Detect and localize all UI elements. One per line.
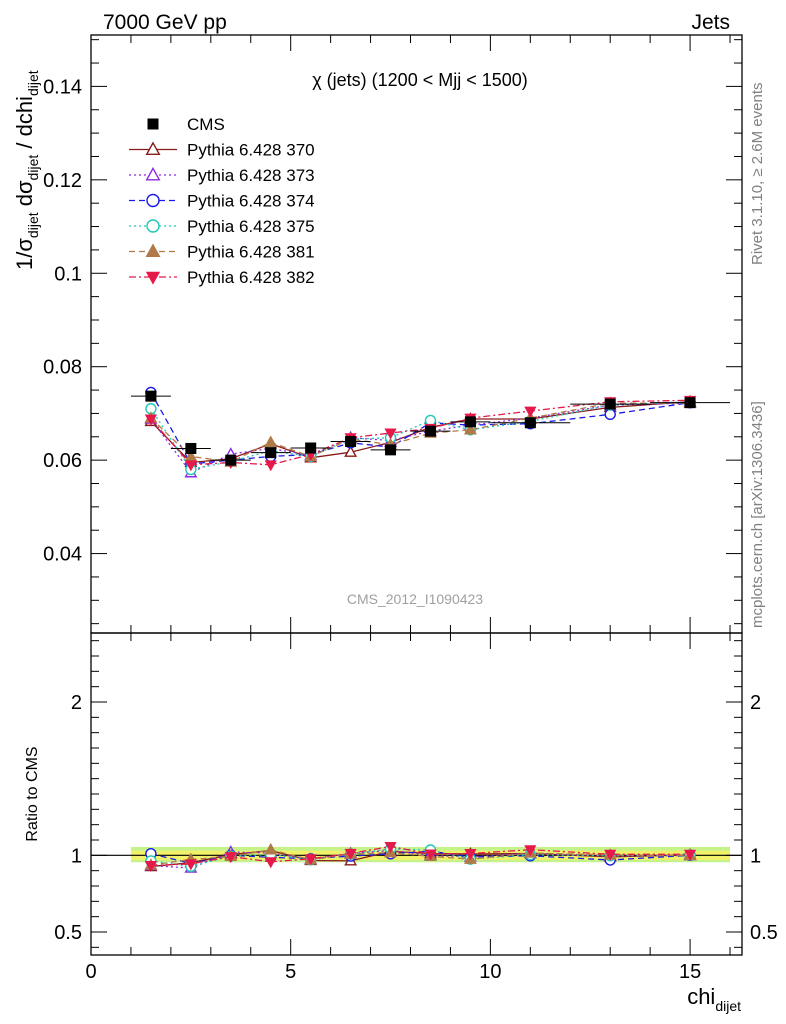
data-point (604, 398, 616, 410)
ratio-frame (90, 632, 743, 956)
series-line (150, 402, 691, 463)
ratio-series-line (150, 849, 691, 868)
ratio-y-axis-label: Ratio to CMS (24, 746, 41, 841)
data-point (524, 417, 536, 429)
analysis-id: CMS_2012_I1090423 (347, 591, 483, 607)
data-point (184, 460, 197, 472)
data-point (144, 414, 158, 426)
ratio-point (384, 841, 397, 853)
ratio-series-line (150, 849, 691, 869)
y-tick-label: 0.1 (54, 263, 82, 285)
ratio-point (604, 849, 617, 861)
data-point (265, 447, 277, 459)
legend-label: Pythia 6.428 374 (187, 192, 315, 211)
plot-title: χ (jets) (1200 < Mjj < 1500) (312, 70, 528, 90)
data-point (524, 406, 537, 418)
legend-marker (145, 243, 161, 257)
ratio-y-tick-label: 1 (71, 845, 82, 867)
y-axis-label: 1/σdijet dσdijet / dchidijet (12, 70, 41, 270)
ratio-point (464, 849, 477, 861)
series-pythia-6-428-382 (144, 395, 697, 873)
x-axis-label: chidijet (687, 984, 741, 1014)
ratio-y-tick-label: 2 (71, 692, 82, 714)
ratio-y-tick-label-right: 2 (750, 692, 761, 714)
data-point (463, 422, 477, 435)
data-point (305, 442, 317, 454)
series-cms (130, 390, 731, 466)
legend-marker (147, 118, 159, 130)
data-point (185, 442, 197, 454)
series-line (150, 399, 691, 466)
x-tick-label: 5 (285, 961, 296, 983)
series-layer (130, 386, 731, 873)
legend: CMS Pythia 6.428 370 Pythia 6.428 373 Pythi… (129, 115, 315, 287)
axis-ticks: 0 5 10 15 0.04 0.06 0.08 0.1 0.12 0.14 0.5 0.5 1 1 2 2 (43, 35, 778, 983)
legend-item: Pythia 6.428 373 (129, 166, 315, 185)
ratio-point (264, 842, 278, 855)
legend-item: Pythia 6.428 375 (129, 217, 315, 236)
data-point (264, 460, 277, 472)
y-tick-label: 0.14 (43, 76, 82, 98)
data-point (464, 416, 476, 428)
data-point (424, 425, 436, 437)
y-tick-label: 0.04 (43, 544, 82, 566)
ratio-y-tick-label-right: 1 (750, 845, 761, 867)
legend-marker (145, 271, 161, 285)
ratio-point (683, 849, 697, 861)
ratio-point (184, 859, 197, 871)
ratio-point (344, 848, 357, 860)
ratio-series-line (150, 849, 691, 866)
series-pythia-6-428-375 (145, 396, 696, 873)
ratio-point (144, 861, 158, 873)
ratio-point (524, 845, 537, 857)
legend-marker (146, 193, 160, 208)
data-point (225, 454, 237, 466)
legend-item: Pythia 6.428 374 (129, 192, 315, 211)
legend-label: Pythia 6.428 370 (187, 141, 315, 160)
mcplots-label: mcplots.cern.ch [arXiv:1306.3436] (749, 401, 766, 628)
x-tick-label: 15 (679, 961, 701, 983)
legend-label: CMS (187, 115, 225, 134)
ratio-series-line (150, 848, 691, 868)
legend-item: Pythia 6.428 381 (129, 243, 315, 262)
legend-label: Pythia 6.428 375 (187, 217, 315, 236)
y-tick-label: 0.12 (43, 170, 82, 192)
legend-label: Pythia 6.428 381 (187, 243, 315, 262)
ratio-y-tick-label: 0.5 (54, 922, 82, 944)
series-line (150, 401, 691, 464)
legend-item: CMS (147, 115, 225, 134)
data-point (385, 444, 397, 456)
ratio-y-tick-label-right: 0.5 (750, 922, 778, 944)
data-point (684, 397, 696, 409)
data-point (344, 445, 358, 457)
rivet-label: Rivet 3.1.10, ≥ 2.6M events (749, 83, 766, 266)
header-left: 7000 GeV pp (103, 11, 227, 34)
series-line (150, 392, 691, 465)
legend-label: Pythia 6.428 373 (187, 166, 315, 185)
legend-label: Pythia 6.428 382 (187, 268, 315, 287)
data-point (345, 435, 357, 447)
y-tick-label: 0.08 (43, 357, 82, 379)
data-point (264, 435, 278, 448)
ratio-point (304, 854, 317, 866)
legend-marker (145, 141, 161, 156)
x-tick-label: 0 (85, 961, 96, 983)
legend-item: Pythia 6.428 382 (129, 268, 315, 287)
series-pythia-6-428-373 (144, 396, 697, 873)
x-tick-label: 10 (479, 961, 501, 983)
ratio-point (424, 849, 437, 861)
legend-marker (145, 166, 161, 181)
ratio-point (224, 852, 237, 864)
legend-marker (146, 219, 160, 233)
data-point (145, 390, 157, 402)
header-right: Jets (691, 11, 730, 34)
data-point (384, 428, 397, 440)
data-point (604, 408, 616, 421)
y-tick-label: 0.06 (43, 450, 82, 472)
ratio-point (264, 857, 277, 869)
ratio-series-line (150, 845, 691, 867)
legend-item: Pythia 6.428 370 (129, 141, 315, 160)
